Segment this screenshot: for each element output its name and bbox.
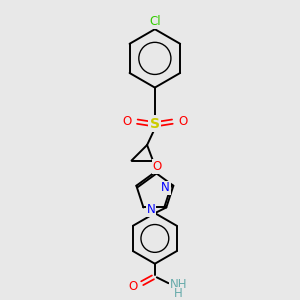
Text: N: N: [161, 181, 170, 194]
Text: N: N: [147, 203, 156, 216]
Text: S: S: [150, 117, 160, 130]
Text: O: O: [152, 160, 161, 173]
Text: NH: NH: [169, 278, 187, 291]
Text: O: O: [178, 115, 188, 128]
Text: O: O: [129, 280, 138, 292]
Text: H: H: [174, 287, 183, 300]
Text: O: O: [122, 115, 131, 128]
Text: Cl: Cl: [149, 15, 161, 28]
